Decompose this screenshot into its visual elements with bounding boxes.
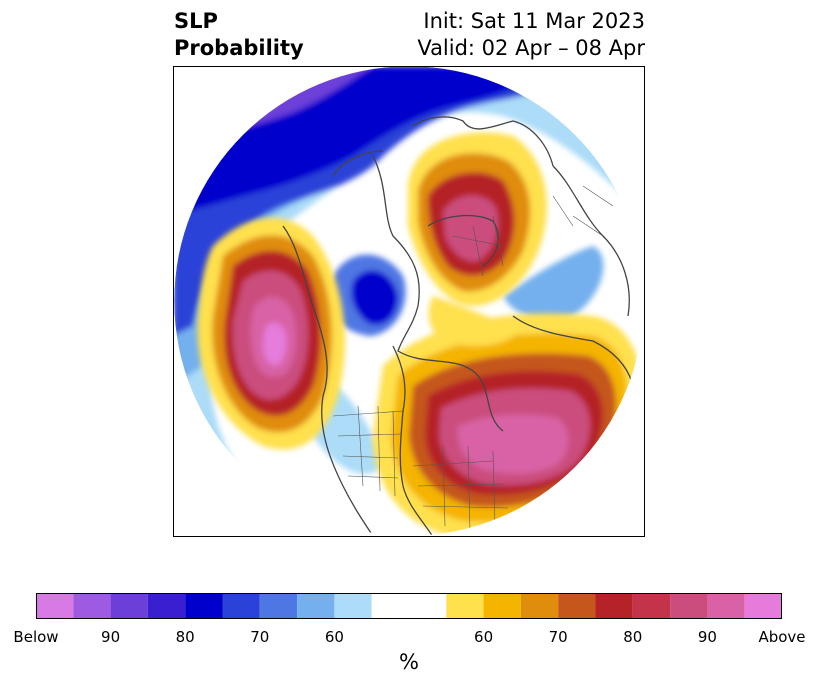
colorbar-cell xyxy=(259,593,298,619)
colorbar-cell xyxy=(371,593,447,619)
colorbar-tick-label: 90 xyxy=(101,628,121,646)
polar-map xyxy=(173,66,645,537)
colorbar xyxy=(36,593,782,619)
title-variable: SLP xyxy=(174,9,218,33)
map-title: SLP Probability xyxy=(174,8,304,62)
colorbar-tick-label: 90 xyxy=(697,628,717,646)
probability-field xyxy=(174,66,644,536)
colorbar-cell xyxy=(483,593,521,619)
colorbar-cell xyxy=(222,593,260,619)
colorbar-cell xyxy=(110,593,148,619)
colorbar-cell xyxy=(334,593,372,619)
colorbar-cell xyxy=(744,593,782,619)
colorbar-cell xyxy=(558,593,596,619)
colorbar-cell xyxy=(670,593,708,619)
colorbar-cell xyxy=(707,593,745,619)
init-date: Init: Sat 11 Mar 2023 xyxy=(423,9,645,33)
colorbar-tick-label: 60 xyxy=(474,628,494,646)
colorbar-cell xyxy=(147,593,186,619)
colorbar-cell xyxy=(297,593,335,619)
valid-dates: Valid: 02 Apr – 08 Apr xyxy=(417,36,645,60)
colorbar-cell xyxy=(520,593,559,619)
colorbar-tick-label: 80 xyxy=(175,628,195,646)
colorbar-cell xyxy=(595,593,633,619)
map-dates: Init: Sat 11 Mar 2023 Valid: 02 Apr – 08… xyxy=(417,8,645,62)
colorbar-tick-label: 70 xyxy=(250,628,270,646)
colorbar-cell xyxy=(73,593,111,619)
title-product: Probability xyxy=(174,36,304,60)
colorbar-cell xyxy=(446,593,484,619)
colorbar-tick-label: 60 xyxy=(324,628,344,646)
colorbar-tick-label: Below xyxy=(13,628,59,646)
colorbar-cell xyxy=(632,593,671,619)
colorbar-tick-label: Above xyxy=(758,628,806,646)
colorbar-cell xyxy=(185,593,223,619)
colorbar-units: % xyxy=(399,650,419,674)
colorbar-cell xyxy=(36,593,74,619)
colorbar-tick-label: 80 xyxy=(623,628,643,646)
colorbar-tick-label: 70 xyxy=(548,628,568,646)
